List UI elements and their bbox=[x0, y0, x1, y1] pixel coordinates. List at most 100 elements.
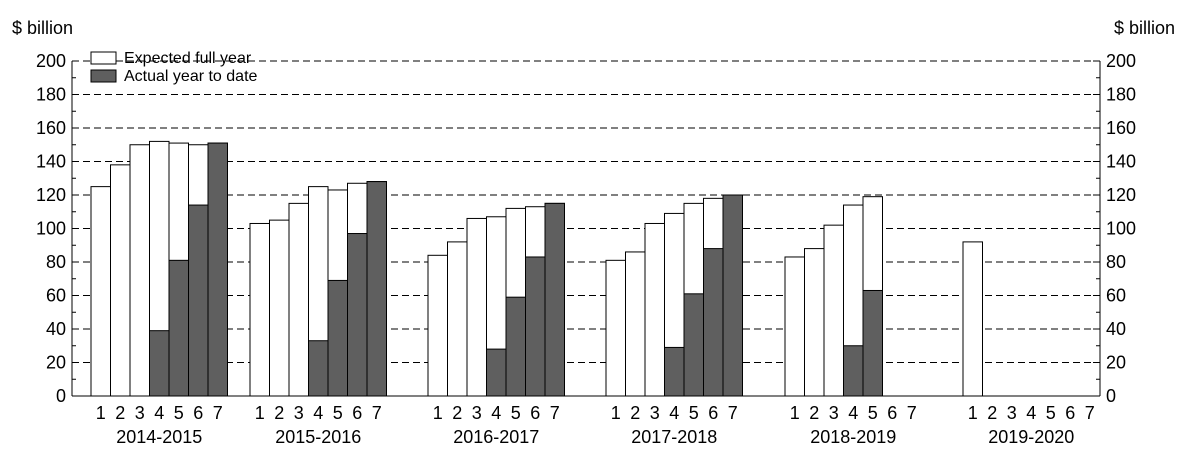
legend-swatch-expected bbox=[90, 51, 117, 65]
y-tick-label-left: 80 bbox=[46, 252, 66, 272]
x-bar-number-label: 3 bbox=[829, 403, 839, 423]
x-bar-number-label: 4 bbox=[669, 403, 679, 423]
actual-bar bbox=[862, 289, 883, 397]
y-tick-label-right: 0 bbox=[1106, 386, 1116, 406]
expected-bar bbox=[625, 251, 646, 397]
x-group-label: 2014-2015 bbox=[116, 427, 202, 447]
expected-bar bbox=[804, 248, 825, 397]
x-bar-number-label: 5 bbox=[1046, 403, 1056, 423]
actual-bar bbox=[327, 279, 348, 397]
x-bar-number-label: 6 bbox=[530, 403, 540, 423]
x-bar-number-label: 6 bbox=[193, 403, 203, 423]
x-bar-number-label: 7 bbox=[550, 403, 560, 423]
x-bar-number-label: 2 bbox=[809, 403, 819, 423]
y-tick-label-right: 120 bbox=[1106, 185, 1136, 205]
actual-bar bbox=[505, 296, 526, 397]
legend: Expected full year Actual year to date bbox=[90, 50, 258, 85]
x-group-label: 2019-2020 bbox=[988, 427, 1074, 447]
x-bar-number-label: 7 bbox=[907, 403, 917, 423]
y-tick-label-left: 0 bbox=[56, 386, 66, 406]
y-tick-label-left: 140 bbox=[36, 152, 66, 172]
y-tick-label-right: 60 bbox=[1106, 286, 1126, 306]
actual-bar bbox=[544, 202, 565, 397]
x-bar-number-label: 1 bbox=[968, 403, 978, 423]
expected-bar bbox=[288, 202, 309, 397]
x-bar-number-label: 4 bbox=[1026, 403, 1036, 423]
y-tick-label-right: 180 bbox=[1106, 85, 1136, 105]
x-bar-number-label: 4 bbox=[154, 403, 164, 423]
actual-bar bbox=[149, 330, 170, 397]
x-bar-number-label: 2 bbox=[987, 403, 997, 423]
expected-bar bbox=[962, 241, 983, 397]
actual-bar bbox=[703, 248, 724, 397]
actual-bar bbox=[664, 346, 685, 397]
y-tick-label-right: 80 bbox=[1106, 252, 1126, 272]
x-bar-number-label: 6 bbox=[887, 403, 897, 423]
actual-bar bbox=[207, 142, 228, 397]
x-bar-number-label: 5 bbox=[689, 403, 699, 423]
actual-bar bbox=[722, 194, 743, 397]
axes: 0 0 20 20 40 40 60 60 80 80 100 100 120 120 140 140 160 1… bbox=[36, 51, 1136, 406]
right-axis-unit-label: $ billion bbox=[1114, 18, 1175, 38]
x-bar-number-label: 5 bbox=[868, 403, 878, 423]
actual-bar bbox=[168, 259, 189, 397]
x-bar-number-label: 6 bbox=[352, 403, 362, 423]
x-bar-number-label: 1 bbox=[433, 403, 443, 423]
x-bar-number-label: 2 bbox=[452, 403, 462, 423]
x-bar-number-label: 2 bbox=[630, 403, 640, 423]
x-bar-number-label: 3 bbox=[472, 403, 482, 423]
x-bar-number-label: 2 bbox=[274, 403, 284, 423]
x-bar-number-label: 2 bbox=[115, 403, 125, 423]
x-bar-number-label: 7 bbox=[728, 403, 738, 423]
x-bar-number-label: 1 bbox=[96, 403, 106, 423]
expected-bar bbox=[90, 186, 111, 397]
expected-bar bbox=[466, 217, 487, 397]
y-tick-label-left: 20 bbox=[46, 353, 66, 373]
x-bar-number-label: 1 bbox=[611, 403, 621, 423]
x-bar-number-label: 1 bbox=[255, 403, 265, 423]
y-tick-label-right: 140 bbox=[1106, 152, 1136, 172]
y-tick-label-right: 100 bbox=[1106, 219, 1136, 239]
actual-bar bbox=[308, 340, 329, 397]
x-bar-number-label: 6 bbox=[1065, 403, 1075, 423]
x-bar-number-label: 3 bbox=[135, 403, 145, 423]
gridlines bbox=[72, 60, 1100, 363]
y-tick-label-left: 60 bbox=[46, 286, 66, 306]
x-bar-number-label: 4 bbox=[313, 403, 323, 423]
expected-bar bbox=[644, 222, 665, 397]
x-bar-number-label: 4 bbox=[491, 403, 501, 423]
bars bbox=[90, 140, 983, 397]
x-bar-number-label: 4 bbox=[848, 403, 858, 423]
x-group-label: 2016-2017 bbox=[453, 427, 539, 447]
expected-bar bbox=[823, 224, 844, 397]
actual-bar bbox=[683, 293, 704, 397]
x-bar-number-label: 1 bbox=[790, 403, 800, 423]
x-bar-number-label: 3 bbox=[294, 403, 304, 423]
expected-bar bbox=[249, 222, 270, 397]
x-bar-number-label: 5 bbox=[333, 403, 343, 423]
x-group-label: 2017-2018 bbox=[631, 427, 717, 447]
y-tick-label-right: 200 bbox=[1106, 51, 1136, 71]
x-bar-number-label: 7 bbox=[1085, 403, 1095, 423]
expected-bar bbox=[110, 164, 131, 397]
y-tick-label-left: 40 bbox=[46, 319, 66, 339]
y-tick-label-left: 120 bbox=[36, 185, 66, 205]
y-tick-label-right: 40 bbox=[1106, 319, 1126, 339]
expected-bar bbox=[129, 144, 150, 397]
x-bar-number-label: 3 bbox=[1007, 403, 1017, 423]
legend-label-actual: Actual year to date bbox=[124, 68, 258, 85]
y-tick-label-right: 20 bbox=[1106, 353, 1126, 373]
actual-bar bbox=[843, 345, 864, 397]
y-tick-label-left: 160 bbox=[36, 118, 66, 138]
x-bar-number-label: 7 bbox=[372, 403, 382, 423]
actual-bar bbox=[366, 181, 387, 397]
x-bar-number-label: 3 bbox=[650, 403, 660, 423]
x-bar-number-label: 6 bbox=[708, 403, 718, 423]
x-group-label: 2018-2019 bbox=[810, 427, 896, 447]
actual-bar bbox=[347, 233, 368, 397]
expected-bar bbox=[447, 241, 468, 397]
legend-swatch-actual bbox=[90, 69, 117, 83]
x-bar-number-label: 5 bbox=[511, 403, 521, 423]
